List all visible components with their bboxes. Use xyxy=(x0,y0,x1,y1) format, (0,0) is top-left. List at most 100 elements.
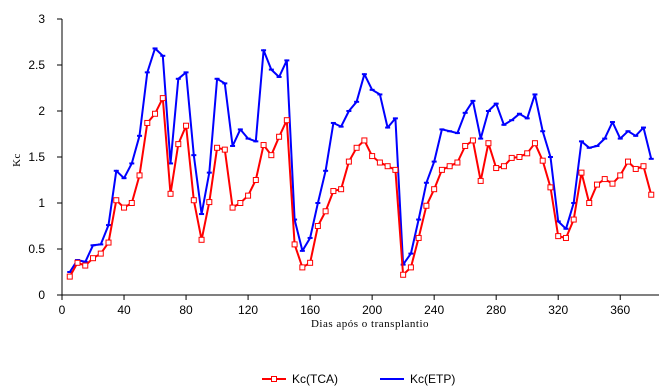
data-point xyxy=(338,186,345,193)
legend-label: Kc(ETP) xyxy=(410,372,455,386)
data-point xyxy=(361,137,368,144)
data-point xyxy=(330,188,337,195)
data-point xyxy=(276,133,283,140)
y-tick-label: 0 xyxy=(38,288,45,302)
data-point xyxy=(345,158,352,165)
data-point xyxy=(159,95,166,102)
data-point xyxy=(144,119,151,126)
data-point xyxy=(299,264,306,271)
data-point xyxy=(152,110,159,117)
data-point xyxy=(485,140,492,147)
data-point xyxy=(90,255,97,262)
x-tick-label: 200 xyxy=(362,303,382,317)
data-point xyxy=(500,163,507,170)
y-tick-label: 1 xyxy=(38,196,45,210)
y-tick-label: 1.5 xyxy=(28,150,45,164)
data-point xyxy=(384,163,391,170)
data-point xyxy=(245,192,252,199)
data-point xyxy=(175,141,182,148)
x-tick-label: 360 xyxy=(610,303,630,317)
x-ticks: 0 40 80 120 160 200 240 280 320 360 xyxy=(59,295,631,317)
data-point xyxy=(578,169,585,176)
y-ticks: 0 0.5 1 1.5 2 2.5 3 xyxy=(28,12,62,302)
data-point xyxy=(593,181,600,188)
data-point xyxy=(617,172,624,179)
x-tick-label: 40 xyxy=(117,303,131,317)
data-point xyxy=(454,159,461,166)
data-point xyxy=(268,152,275,159)
data-point xyxy=(128,200,135,206)
data-point xyxy=(307,259,314,266)
data-point xyxy=(82,262,89,269)
data-point xyxy=(66,273,73,280)
data-point xyxy=(570,216,577,223)
data-point xyxy=(508,154,515,161)
data-point xyxy=(97,250,104,257)
x-tick-label: 160 xyxy=(300,303,320,317)
data-point xyxy=(121,204,128,211)
y-tick-label: 3 xyxy=(38,12,45,26)
data-point xyxy=(531,140,538,147)
y-tick-label: 2 xyxy=(38,104,45,118)
data-point xyxy=(469,137,476,144)
data-point xyxy=(74,259,81,266)
data-point xyxy=(376,159,383,166)
legend-item: Kc(TCA) xyxy=(262,372,338,386)
x-tick-label: 240 xyxy=(424,303,444,317)
data-point xyxy=(438,166,445,173)
y-axis-title: Kc xyxy=(11,153,23,167)
data-point xyxy=(353,144,360,151)
data-point xyxy=(283,117,290,124)
data-point xyxy=(400,271,407,278)
data-point xyxy=(539,157,546,164)
data-point xyxy=(252,177,259,183)
legend-item: Kc(ETP) xyxy=(380,372,455,386)
x-tick-label: 120 xyxy=(238,303,258,317)
data-point xyxy=(105,239,112,246)
data-point xyxy=(648,191,655,198)
data-point xyxy=(113,197,120,204)
data-point xyxy=(190,197,197,204)
data-point xyxy=(167,190,174,197)
data-point xyxy=(407,264,414,271)
legend-marker xyxy=(271,376,277,382)
data-point xyxy=(423,202,430,209)
legend-label: Kc(TCA) xyxy=(292,372,338,386)
x-tick-label: 80 xyxy=(179,303,193,317)
data-point xyxy=(562,234,569,241)
data-point xyxy=(415,234,422,241)
legend: Kc(TCA) Kc(ETP) xyxy=(262,372,455,386)
data-point xyxy=(183,122,190,129)
data-point xyxy=(314,223,321,229)
series-line xyxy=(68,97,653,278)
y-tick-label: 2.5 xyxy=(28,58,45,72)
data-point xyxy=(392,166,399,173)
data-point xyxy=(624,158,631,165)
data-point xyxy=(640,163,647,170)
data-point xyxy=(369,153,376,160)
data-point xyxy=(493,165,500,172)
data-point xyxy=(516,154,523,160)
data-point xyxy=(214,144,221,151)
x-tick-label: 320 xyxy=(548,303,568,317)
data-point xyxy=(198,236,205,243)
data-point xyxy=(206,199,213,206)
data-point xyxy=(601,176,608,183)
data-point xyxy=(446,163,453,170)
data-point xyxy=(609,180,616,187)
data-point xyxy=(477,177,484,184)
data-point xyxy=(260,142,267,149)
data-point xyxy=(322,208,329,215)
x-axis-title: Dias após o transplantio xyxy=(311,318,429,330)
x-tick-label: 0 xyxy=(59,303,66,317)
data-point xyxy=(555,233,562,240)
data-point xyxy=(431,186,438,193)
x-tick-label: 280 xyxy=(486,303,506,317)
series-kc-etp- xyxy=(67,47,654,273)
data-point xyxy=(221,146,228,153)
data-point xyxy=(547,184,554,191)
data-point xyxy=(237,200,244,206)
data-point xyxy=(462,142,469,149)
data-point xyxy=(586,200,593,206)
